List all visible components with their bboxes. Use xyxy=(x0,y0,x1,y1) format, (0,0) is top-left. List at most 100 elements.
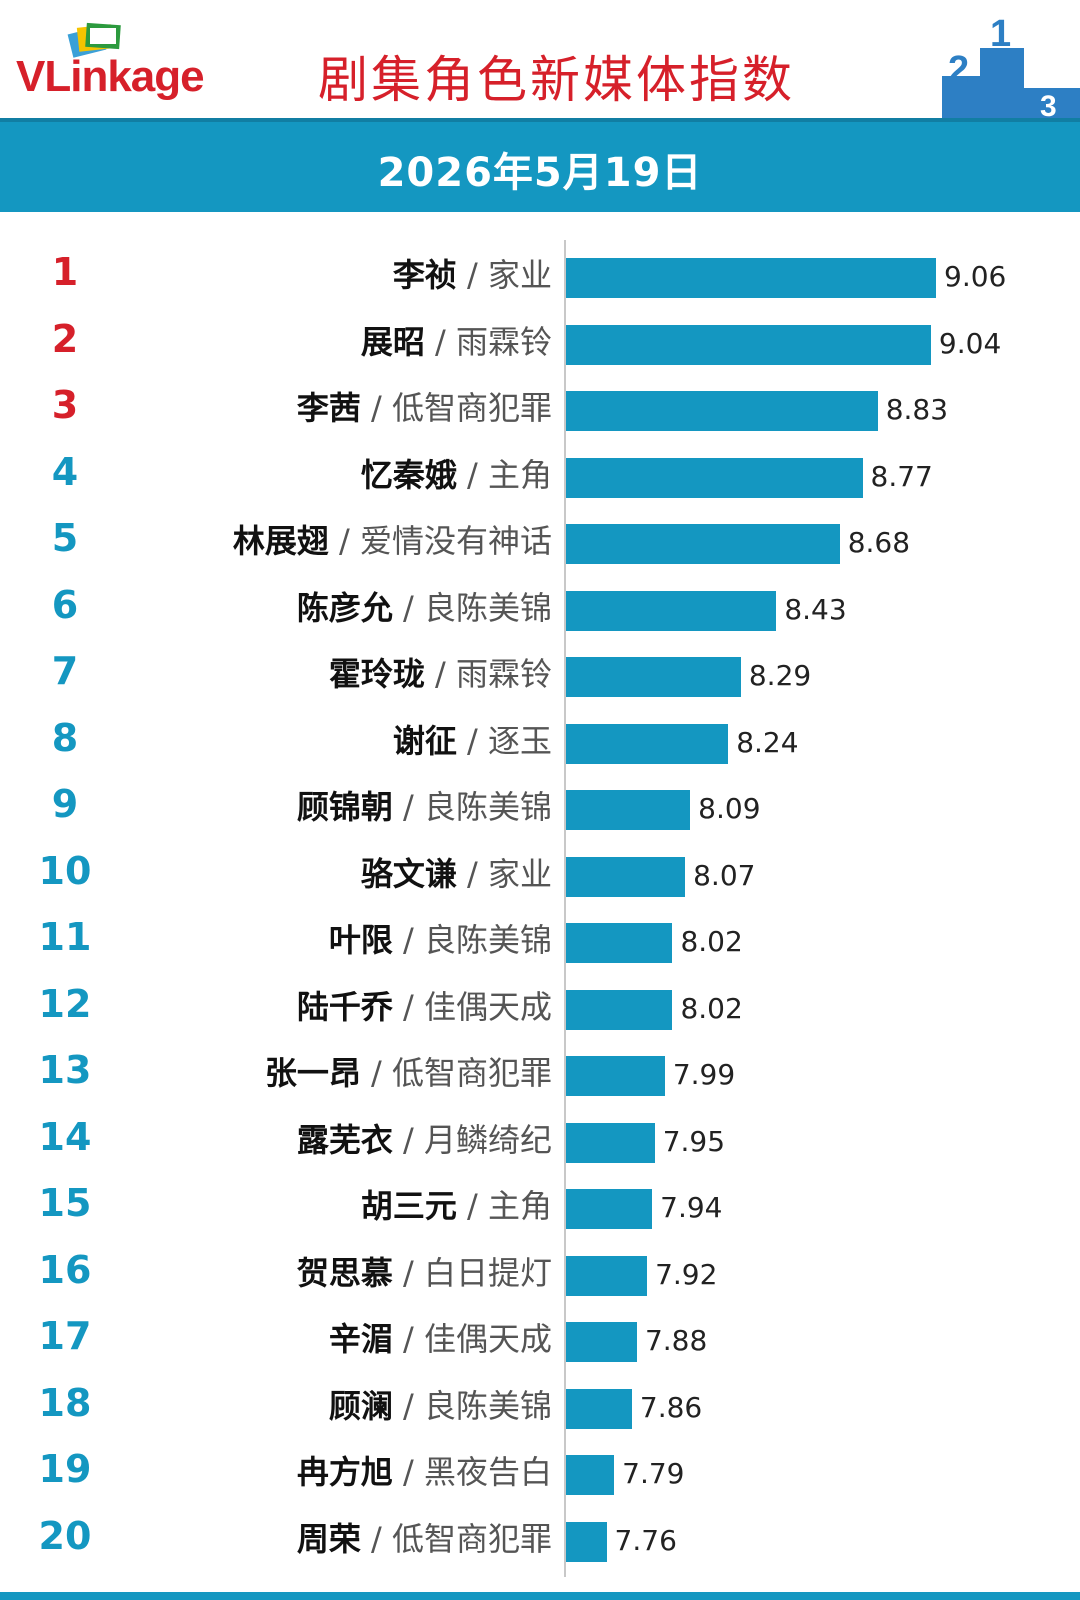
separator-slash: / xyxy=(392,1253,424,1292)
data-label: 8.07 xyxy=(693,858,756,892)
rank-number: 18 xyxy=(38,1380,92,1425)
separator-slash: / xyxy=(392,987,424,1026)
character-name: 顾锦朝 xyxy=(296,788,393,826)
podium-digit-2: 2 xyxy=(948,49,969,91)
table-row: 2 展昭 / 雨霖铃 9.04 xyxy=(0,303,1080,369)
bar xyxy=(566,1322,637,1362)
table-row: 1 李祯 / 家业 9.06 xyxy=(0,236,1080,302)
data-label: 8.43 xyxy=(784,592,847,626)
separator-slash: / xyxy=(456,455,488,494)
data-label: 7.79 xyxy=(622,1457,685,1490)
table-row: 3 李茜 / 低智商犯罪 8.83 xyxy=(0,369,1080,435)
bar xyxy=(566,1255,648,1296)
separator-slash: / xyxy=(392,1120,424,1159)
table-row: 16 贺思慕 / 白日提灯 7.92 xyxy=(0,1234,1080,1300)
show-title: 月鳞绮纪 xyxy=(423,1120,552,1159)
data-label: 7.94 xyxy=(660,1191,723,1224)
ranking-chart: 1 李祯 / 家业 9.06 2 展昭 / 雨霖铃 9.04 3 李茜 / 低智商犯罪 8.83… xyxy=(0,210,1080,1600)
data-label: 9.04 xyxy=(938,326,1002,360)
bar xyxy=(566,524,840,564)
rank-number: 1 xyxy=(51,250,79,294)
character-name: 展昭 xyxy=(360,322,425,361)
data-label: 8.77 xyxy=(870,459,933,493)
bar xyxy=(566,1521,607,1562)
separator-slash: / xyxy=(392,1453,424,1491)
rank-number: 6 xyxy=(51,582,79,627)
character-name: 顾澜 xyxy=(328,1386,393,1425)
data-label: 8.83 xyxy=(885,393,949,426)
show-title: 家业 xyxy=(487,854,552,893)
table-row: 9 顾锦朝 / 良陈美锦 8.09 xyxy=(0,768,1080,834)
show-title: 良陈美锦 xyxy=(423,921,552,959)
header: VLinkage 剧集角色新媒体指数 2 1 3 xyxy=(0,0,1080,118)
data-label: 8.02 xyxy=(680,991,743,1025)
show-title: 良陈美锦 xyxy=(423,588,552,627)
row-label: 贺思慕 / 白日提灯 xyxy=(297,1248,552,1294)
logo-cards-icon xyxy=(67,22,121,58)
axis-line xyxy=(564,240,566,1577)
show-title: 良陈美锦 xyxy=(423,1386,552,1425)
row-label: 周荣 / 低智商犯罪 xyxy=(297,1514,552,1560)
bar xyxy=(566,1056,665,1096)
data-label: 8.02 xyxy=(680,925,743,958)
table-row: 12 陆千乔 / 佳偶天成 8.02 xyxy=(0,968,1080,1034)
rank-number: 7 xyxy=(51,649,79,693)
row-label: 冉方旭 / 黑夜告白 xyxy=(297,1447,552,1493)
separator-slash: / xyxy=(392,921,424,959)
separator-slash: / xyxy=(360,1519,392,1558)
row-label: 顾锦朝 / 良陈美锦 xyxy=(297,782,552,828)
table-row: 8 谢征 / 逐玉 8.24 xyxy=(0,702,1080,768)
show-title: 低智商犯罪 xyxy=(391,389,552,427)
show-title: 良陈美锦 xyxy=(423,788,552,826)
logo-text-age: age xyxy=(130,52,205,101)
table-row: 5 林展翅 / 爱情没有神话 8.68 xyxy=(0,502,1080,568)
character-name: 李祯 xyxy=(392,256,457,294)
row-label: 李祯 / 家业 xyxy=(393,250,552,296)
separator-slash: / xyxy=(424,322,456,361)
rank-number: 5 xyxy=(51,516,79,560)
podium-digit-3: 3 xyxy=(1040,90,1057,118)
separator-slash: / xyxy=(424,655,456,693)
character-name: 谢征 xyxy=(392,721,457,760)
row-label: 李茜 / 低智商犯罪 xyxy=(297,383,552,429)
rank-number: 14 xyxy=(38,1114,92,1159)
row-label: 谢征 / 逐玉 xyxy=(393,716,552,762)
data-label: 7.99 xyxy=(672,1058,736,1091)
bar xyxy=(566,856,686,897)
table-row: 17 辛湄 / 佳偶天成 7.88 xyxy=(0,1300,1080,1366)
rank-number: 15 xyxy=(38,1181,92,1225)
logo-text: VLinkage xyxy=(16,52,205,102)
vlinkage-logo: VLinkage xyxy=(12,16,252,106)
show-title: 主角 xyxy=(487,1187,552,1225)
table-row: 14 露芜衣 / 月鳞绮纪 7.95 xyxy=(0,1101,1080,1167)
data-label: 8.68 xyxy=(847,526,911,559)
character-name: 贺思慕 xyxy=(296,1253,393,1292)
character-name: 忆秦娥 xyxy=(360,455,457,494)
rank-number: 4 xyxy=(51,449,79,494)
data-label: 8.29 xyxy=(748,659,812,692)
table-row: 6 陈彦允 / 良陈美锦 8.43 xyxy=(0,569,1080,635)
bar xyxy=(566,1388,632,1429)
data-label: 8.24 xyxy=(736,725,799,759)
row-label: 骆文谦 / 家业 xyxy=(361,849,552,895)
show-title: 主角 xyxy=(487,455,552,494)
character-name: 辛湄 xyxy=(328,1320,393,1358)
separator-slash: / xyxy=(456,256,488,294)
show-title: 佳偶天成 xyxy=(423,1320,552,1358)
character-name: 骆文谦 xyxy=(360,854,457,893)
separator-slash: / xyxy=(456,854,488,893)
bar xyxy=(566,324,931,365)
table-row: 18 顾澜 / 良陈美锦 7.86 xyxy=(0,1367,1080,1433)
character-name: 霍玲珑 xyxy=(328,655,425,693)
table-row: 10 骆文谦 / 家业 8.07 xyxy=(0,835,1080,901)
show-title: 黑夜告白 xyxy=(423,1453,552,1491)
podium-digit-1: 1 xyxy=(990,18,1011,55)
show-title: 低智商犯罪 xyxy=(391,1054,552,1092)
data-label: 7.88 xyxy=(644,1324,708,1357)
row-label: 林展翅 / 爱情没有神话 xyxy=(233,516,552,562)
table-row: 19 冉方旭 / 黑夜告白 7.79 xyxy=(0,1433,1080,1499)
rank-number: 17 xyxy=(38,1314,92,1358)
show-title: 爱情没有神话 xyxy=(359,522,552,560)
date-label: 2026年5月19日 xyxy=(377,150,703,196)
rank-number: 9 xyxy=(51,782,79,826)
